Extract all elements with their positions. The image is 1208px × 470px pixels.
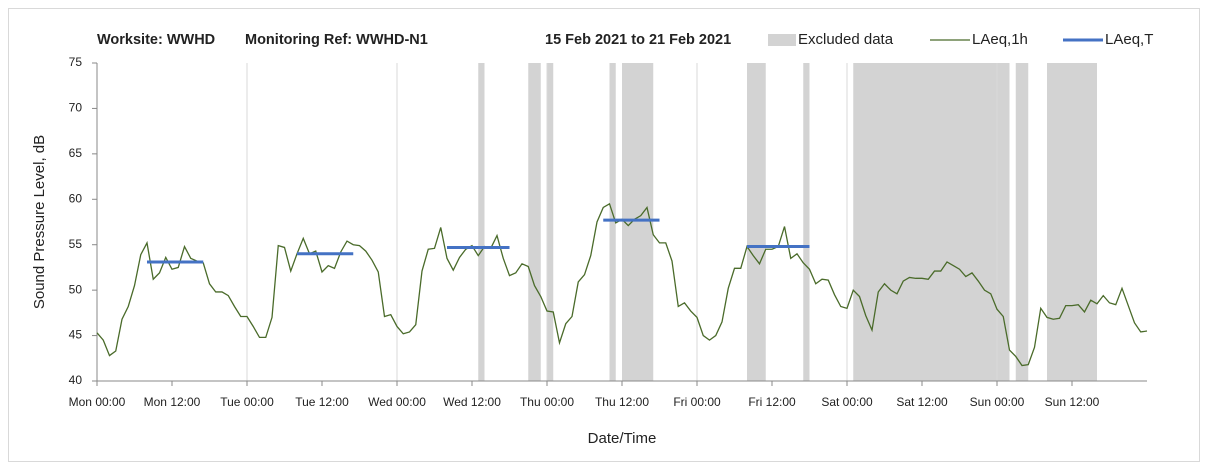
x-tick-label: Sat 00:00 [821, 395, 873, 409]
x-tick-label: Sat 12:00 [896, 395, 948, 409]
legend-swatch [768, 34, 796, 46]
excluded-region [853, 63, 1010, 381]
chart-title: Monitoring Ref: WWHD-N1 [245, 32, 428, 48]
y-tick-label: 65 [69, 146, 83, 160]
excluded-region [622, 63, 654, 381]
y-tick-label: 55 [69, 237, 83, 251]
y-axis-title: Sound Pressure Level, dB [31, 135, 48, 309]
y-tick-label: 70 [69, 101, 83, 115]
x-tick-label: Thu 12:00 [595, 395, 649, 409]
chart-title: 15 Feb 2021 to 21 Feb 2021 [545, 32, 731, 48]
chart-title: Worksite: WWHD [97, 32, 215, 48]
legend-label: Excluded data [798, 31, 894, 48]
excluded-region [547, 63, 554, 381]
excluded-region [478, 63, 485, 381]
excluded-region [747, 63, 766, 381]
x-tick-label: Fri 12:00 [748, 395, 796, 409]
y-tick-label: 40 [69, 373, 83, 387]
x-tick-label: Sun 12:00 [1045, 395, 1100, 409]
x-tick-label: Tue 12:00 [295, 395, 349, 409]
y-tick-label: 50 [69, 282, 83, 296]
x-tick-label: Sun 00:00 [970, 395, 1025, 409]
x-tick-label: Mon 12:00 [144, 395, 201, 409]
legend-label: LAeq,1h [972, 31, 1028, 48]
excluded-region [528, 63, 541, 381]
legend-label: LAeq,T [1105, 31, 1153, 48]
x-tick-label: Wed 00:00 [368, 395, 426, 409]
y-tick-label: 45 [69, 328, 83, 342]
x-tick-label: Fri 00:00 [673, 395, 721, 409]
x-tick-label: Thu 00:00 [520, 395, 574, 409]
x-tick-label: Mon 00:00 [69, 395, 126, 409]
excluded-region [803, 63, 810, 381]
x-tick-label: Wed 12:00 [443, 395, 501, 409]
excluded-region [609, 63, 616, 381]
y-tick-label: 75 [69, 55, 83, 69]
y-tick-label: 60 [69, 191, 83, 205]
excluded-region [1015, 63, 1029, 381]
x-tick-label: Tue 00:00 [220, 395, 274, 409]
line-series [147, 218, 810, 264]
x-axis-title: Date/Time [588, 430, 657, 447]
excluded-region [1047, 63, 1097, 381]
